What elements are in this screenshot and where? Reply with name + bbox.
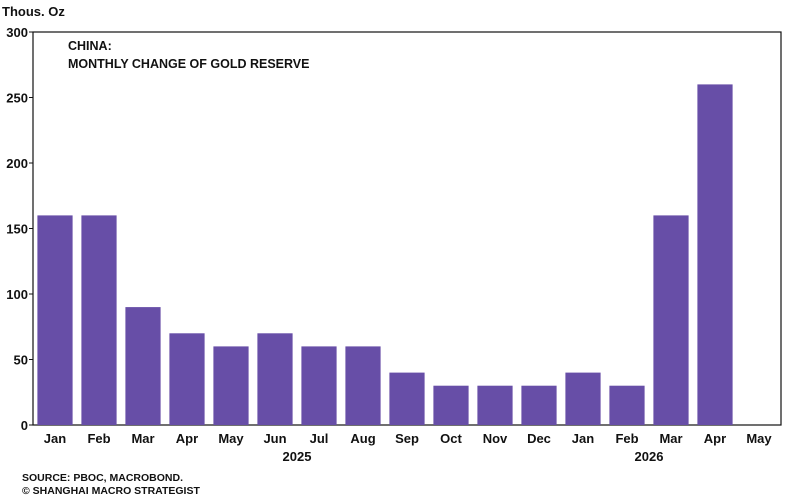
x-tick-label: Mar <box>659 431 682 446</box>
bar <box>697 84 733 426</box>
bar <box>125 307 161 425</box>
bar <box>477 385 513 425</box>
x-tick-label: Apr <box>176 431 198 446</box>
bar <box>521 385 557 425</box>
y-tick-label: 100 <box>6 287 28 302</box>
x-tick-label: Jan <box>572 431 594 446</box>
chart-title-line1: CHINA: <box>68 39 112 53</box>
x-tick-label: Feb <box>615 431 638 446</box>
bar <box>257 333 293 425</box>
bar <box>37 215 73 425</box>
x-tick-label: Sep <box>395 431 419 446</box>
y-tick-label: 200 <box>6 156 28 171</box>
bar <box>169 333 205 425</box>
source-note: SOURCE: PBOC, MACROBOND. <box>22 472 183 484</box>
copyright-note: © SHANGHAI MACRO STRATEGIST <box>22 485 200 497</box>
chart-title-line2: MONTHLY CHANGE OF GOLD RESERVE <box>68 57 309 71</box>
bar <box>389 372 425 425</box>
bar <box>609 385 645 425</box>
x-tick-label: Mar <box>131 431 154 446</box>
bar <box>81 215 117 425</box>
x-tick-label: Jan <box>44 431 66 446</box>
y-tick-label: 0 <box>21 418 28 433</box>
bar <box>213 346 249 425</box>
x-tick-label: Feb <box>87 431 110 446</box>
bar <box>345 346 381 425</box>
y-tick-label: 300 <box>6 25 28 40</box>
y-axis: 0 50 100 150 200 250 300 <box>6 25 33 433</box>
y-tick-label: 150 <box>6 222 28 237</box>
x-tick-label: May <box>218 431 244 446</box>
x-tick-label: Apr <box>704 431 726 446</box>
x-axis: Jan Feb Mar Apr May Jun Jul Aug Sep Oct Nov Dec Jan F… <box>44 431 773 446</box>
bar <box>433 385 469 425</box>
y-tick-label: 50 <box>14 353 28 368</box>
bar <box>301 346 337 425</box>
x-tick-label: Aug <box>350 431 375 446</box>
year-label: 2025 <box>283 449 312 464</box>
bar <box>653 215 689 425</box>
bar-series <box>37 84 733 426</box>
x-tick-label: Dec <box>527 431 551 446</box>
y-axis-unit-label: Thous. Oz <box>2 4 65 19</box>
x-tick-label: May <box>746 431 772 446</box>
x-tick-label: Jul <box>310 431 329 446</box>
year-label: 2026 <box>635 449 664 464</box>
x-tick-label: Oct <box>440 431 462 446</box>
year-labels: 2025 2026 <box>283 449 664 464</box>
x-tick-label: Nov <box>483 431 508 446</box>
y-tick-label: 250 <box>6 91 28 106</box>
bar <box>565 372 601 425</box>
x-tick-label: Jun <box>263 431 286 446</box>
